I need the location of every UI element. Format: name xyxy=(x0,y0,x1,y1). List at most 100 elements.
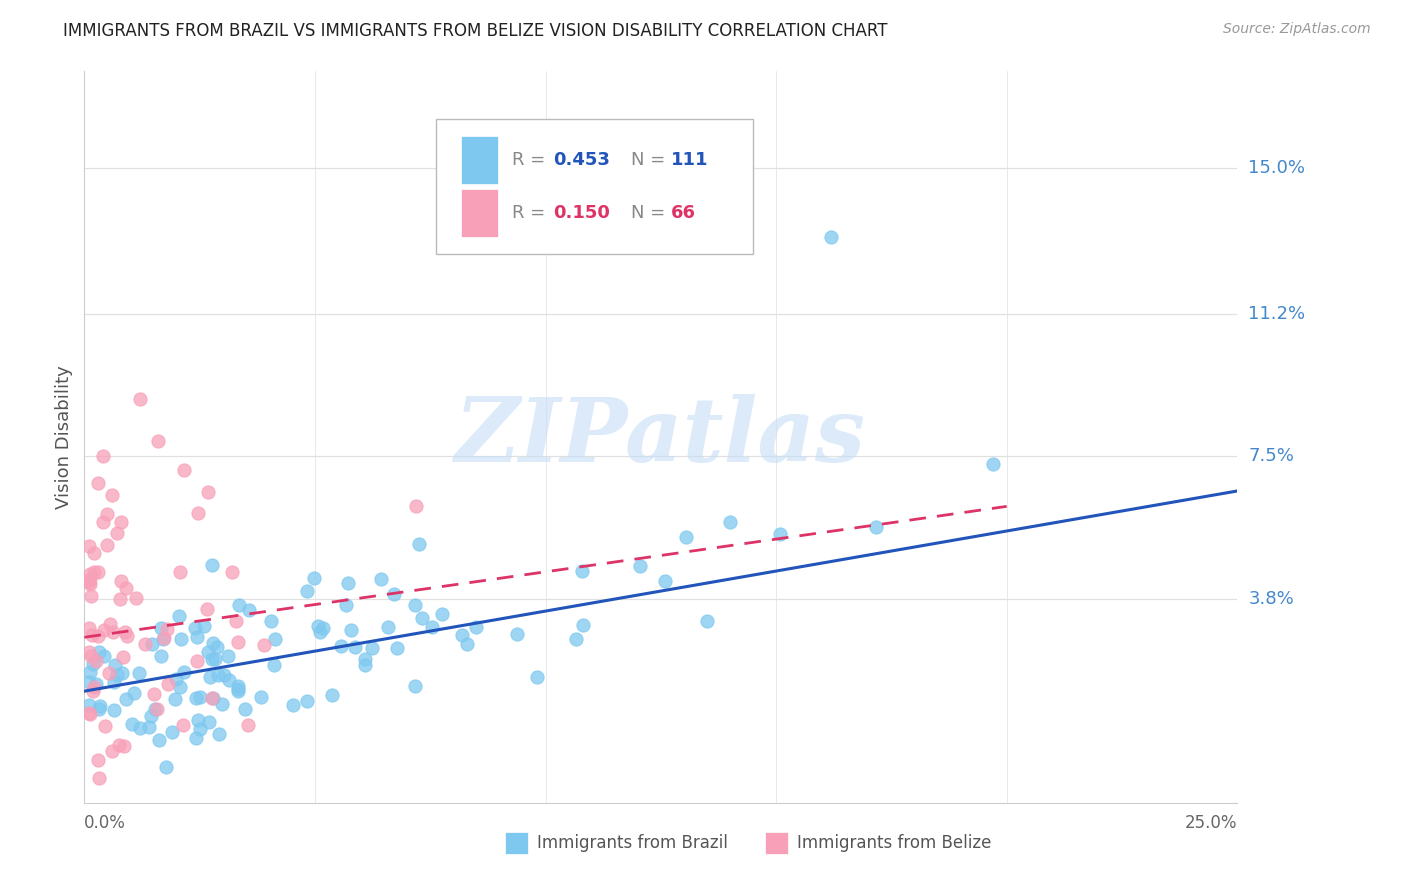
Point xyxy=(184,690,207,705)
Point xyxy=(87,629,110,643)
Point xyxy=(79,589,101,603)
Point xyxy=(370,572,392,586)
Point xyxy=(205,640,228,654)
Bar xyxy=(765,832,787,854)
Point xyxy=(128,666,150,681)
Point xyxy=(572,618,595,632)
Point xyxy=(143,702,166,716)
Point xyxy=(169,566,191,580)
Bar xyxy=(461,189,498,237)
Point xyxy=(228,635,250,649)
Text: 0.453: 0.453 xyxy=(554,151,610,169)
Point xyxy=(128,392,150,406)
Point xyxy=(105,526,128,541)
Point xyxy=(83,545,105,559)
Text: 66: 66 xyxy=(671,204,696,222)
Point xyxy=(198,715,221,730)
Point xyxy=(115,629,138,643)
Point xyxy=(263,657,285,672)
Point xyxy=(226,684,249,698)
Point xyxy=(87,476,110,491)
Point xyxy=(238,603,260,617)
FancyBboxPatch shape xyxy=(436,119,754,254)
Point xyxy=(111,665,134,680)
Point xyxy=(187,506,209,520)
Point xyxy=(122,686,145,700)
Point xyxy=(221,565,243,579)
Point xyxy=(94,718,117,732)
Point xyxy=(654,574,676,589)
Point xyxy=(260,614,283,628)
Point xyxy=(675,530,697,544)
Point xyxy=(353,652,375,666)
Point xyxy=(297,583,319,598)
Point xyxy=(169,680,191,694)
Point xyxy=(165,672,187,686)
Text: 15.0%: 15.0% xyxy=(1249,159,1305,177)
Point xyxy=(84,677,107,691)
Point xyxy=(173,665,195,680)
Point xyxy=(696,614,718,628)
Point xyxy=(89,645,111,659)
Point xyxy=(249,690,271,704)
Point xyxy=(83,565,105,579)
Point xyxy=(110,574,132,589)
Point xyxy=(283,698,305,712)
Point xyxy=(156,622,179,636)
Point xyxy=(167,608,190,623)
Point xyxy=(197,645,219,659)
Point xyxy=(173,463,195,477)
Point xyxy=(93,649,115,664)
Point xyxy=(97,666,120,681)
Point xyxy=(200,691,222,706)
Point xyxy=(134,637,156,651)
Point xyxy=(96,507,118,521)
Point xyxy=(263,632,285,647)
Point xyxy=(411,611,433,625)
Point xyxy=(100,744,122,758)
Point xyxy=(201,558,224,572)
Point xyxy=(187,713,209,727)
Point xyxy=(201,652,224,666)
Point xyxy=(115,581,138,595)
Text: IMMIGRANTS FROM BRAZIL VS IMMIGRANTS FROM BELIZE VISION DISABILITY CORRELATION C: IMMIGRANTS FROM BRAZIL VS IMMIGRANTS FRO… xyxy=(63,22,887,40)
Point xyxy=(80,649,103,664)
Point xyxy=(718,516,741,530)
Point xyxy=(228,598,250,612)
Point xyxy=(141,637,163,651)
Point xyxy=(114,625,136,640)
Text: N =: N = xyxy=(631,151,671,169)
Point xyxy=(87,565,110,579)
Y-axis label: Vision Disability: Vision Disability xyxy=(55,365,73,509)
Point xyxy=(343,640,366,654)
Text: Immigrants from Brazil: Immigrants from Brazil xyxy=(537,834,728,852)
Text: 0.150: 0.150 xyxy=(554,204,610,222)
Point xyxy=(79,706,101,721)
Point xyxy=(110,515,132,529)
Point xyxy=(89,699,111,714)
Point xyxy=(77,698,100,712)
Point xyxy=(309,624,332,639)
Point xyxy=(108,592,131,607)
Point xyxy=(238,718,260,732)
Point xyxy=(186,631,208,645)
Point xyxy=(354,657,377,672)
Point xyxy=(188,723,211,737)
Point xyxy=(83,680,105,694)
Point xyxy=(149,621,172,635)
Point xyxy=(96,538,118,552)
Point xyxy=(197,602,219,616)
Point xyxy=(295,694,318,708)
Point xyxy=(101,625,124,640)
Point xyxy=(307,619,329,633)
Text: 7.5%: 7.5% xyxy=(1249,447,1295,466)
Point xyxy=(82,628,104,642)
Text: Source: ZipAtlas.com: Source: ZipAtlas.com xyxy=(1223,22,1371,37)
Point xyxy=(104,657,127,672)
Point xyxy=(89,772,111,786)
Point xyxy=(77,706,100,720)
Point xyxy=(79,572,101,586)
Bar xyxy=(461,136,498,184)
Point xyxy=(321,688,343,702)
Point xyxy=(184,621,207,635)
